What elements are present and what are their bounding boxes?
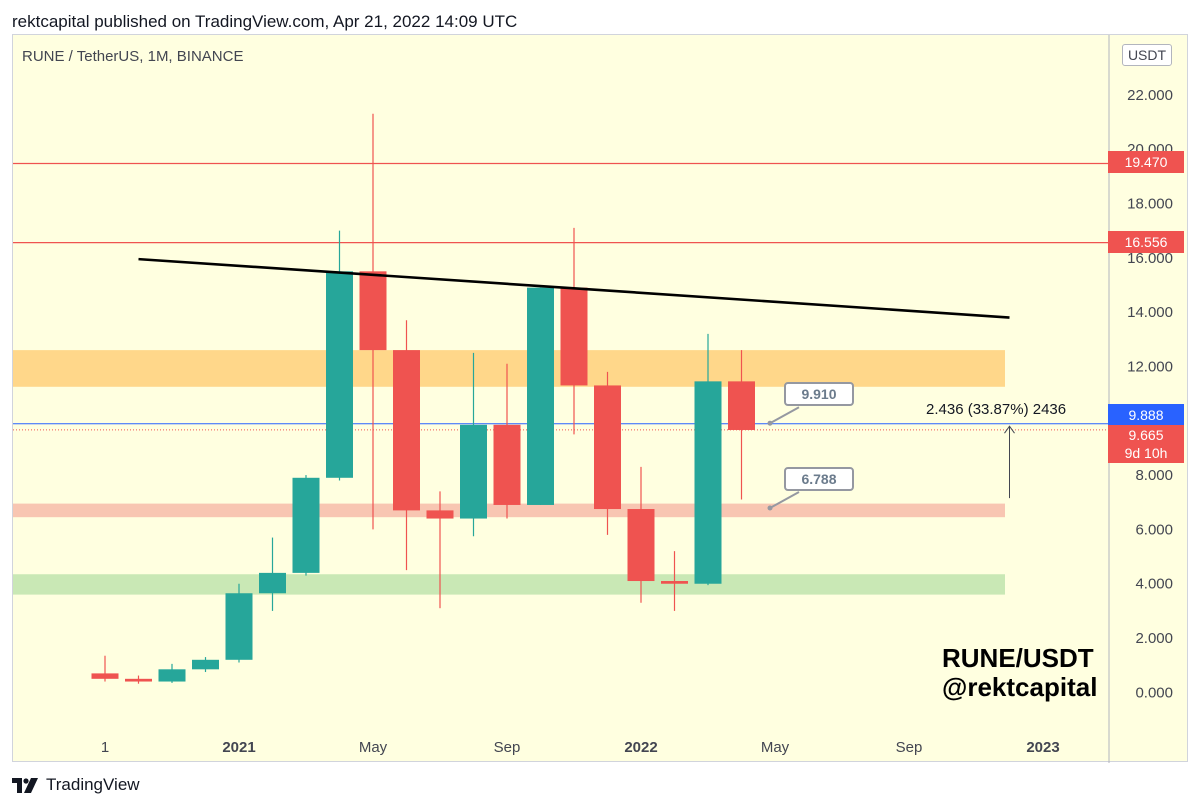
candle-body[interactable] xyxy=(326,271,353,478)
price-axis-tick: 16.000 xyxy=(1127,250,1173,267)
measure-label: 2.436 (33.87%) 2436 xyxy=(926,401,1067,418)
candle-countdown-tag: 9d 10h xyxy=(1108,442,1184,463)
price-axis-tick: 14.000 xyxy=(1127,304,1173,321)
annotation-pointer xyxy=(769,491,800,509)
symbol-title: RUNE / TetherUS, 1M, BINANCE xyxy=(22,48,244,65)
candle-body[interactable] xyxy=(527,287,554,505)
price-axis-tick: 6.000 xyxy=(1135,521,1173,538)
candle-body[interactable] xyxy=(225,593,253,660)
time-axis-tick: May xyxy=(359,739,388,756)
candlestick-chart[interactable]: 0.0002.0004.0006.0008.00010.00012.00014.… xyxy=(13,35,1189,763)
zone-pink xyxy=(13,503,1005,518)
candle-body[interactable] xyxy=(125,678,152,682)
chart-watermark: RUNE/USDT @rektcapital xyxy=(942,644,1097,702)
currency-button[interactable]: USDT xyxy=(1122,44,1172,66)
resistance-price-tag: 16.556 xyxy=(1108,230,1184,253)
time-axis-tick: May xyxy=(761,739,790,756)
price-axis-tick: 0.000 xyxy=(1135,684,1173,701)
watermark-pair: RUNE/USDT xyxy=(942,643,1094,673)
candle-body[interactable] xyxy=(393,350,420,511)
time-axis-tick: Sep xyxy=(494,739,521,756)
current-price-tag: 9.888 xyxy=(1108,403,1184,426)
annotation-anchor xyxy=(767,420,773,426)
measure-arrow-head xyxy=(1004,425,1015,434)
zone-green xyxy=(13,574,1005,595)
candle-body[interactable] xyxy=(594,385,621,510)
candle-body[interactable] xyxy=(560,287,588,386)
time-axis-tick: Sep xyxy=(896,739,923,756)
footer-brand: TradingView xyxy=(46,775,140,794)
annotation-label-6788[interactable]: 6.788 xyxy=(784,467,854,491)
candle-body[interactable] xyxy=(158,669,186,682)
zone-orange xyxy=(13,350,1005,387)
price-axis-tick: 4.000 xyxy=(1135,576,1173,593)
candle-body[interactable] xyxy=(359,271,387,351)
annotation-anchor xyxy=(767,505,773,511)
time-axis-tick: 1 xyxy=(101,739,109,756)
price-axis-tick: 8.000 xyxy=(1135,467,1173,484)
last-close-price-tag: 9.665 xyxy=(1108,424,1184,445)
candle-body[interactable] xyxy=(292,477,320,573)
candle-body[interactable] xyxy=(493,424,521,505)
annotation-pointer xyxy=(769,406,800,425)
watermark-author: @rektcapital xyxy=(942,672,1098,702)
resistance-price-tag: 19.470 xyxy=(1108,151,1184,174)
chart-frame[interactable]: 0.0002.0004.0006.0008.00010.00012.00014.… xyxy=(12,34,1189,763)
candle-body[interactable] xyxy=(728,381,755,430)
publish-header: rektcapital published on TradingView.com… xyxy=(12,12,518,31)
time-axis-tick: 2023 xyxy=(1026,739,1059,756)
tradingview-logo-icon xyxy=(12,777,38,793)
candle-body[interactable] xyxy=(694,381,722,584)
candle-body[interactable] xyxy=(426,510,454,519)
time-axis-tick: 2021 xyxy=(222,739,255,756)
price-axis-tick: 12.000 xyxy=(1127,358,1173,375)
annotation-label-9910[interactable]: 9.910 xyxy=(784,382,854,407)
price-axis-tick: 22.000 xyxy=(1127,87,1173,104)
candle-body[interactable] xyxy=(91,673,119,679)
price-axis-tick: 2.000 xyxy=(1135,630,1173,647)
time-axis-tick: 2022 xyxy=(624,739,657,756)
price-axis-tick: 18.000 xyxy=(1127,195,1173,212)
descending-trendline[interactable] xyxy=(138,257,1010,319)
candle-body[interactable] xyxy=(627,509,655,582)
candle-body[interactable] xyxy=(661,581,688,584)
footer: TradingView xyxy=(12,774,140,796)
candle-body[interactable] xyxy=(259,572,286,594)
candle-body[interactable] xyxy=(192,659,219,670)
candle-body[interactable] xyxy=(460,424,487,519)
